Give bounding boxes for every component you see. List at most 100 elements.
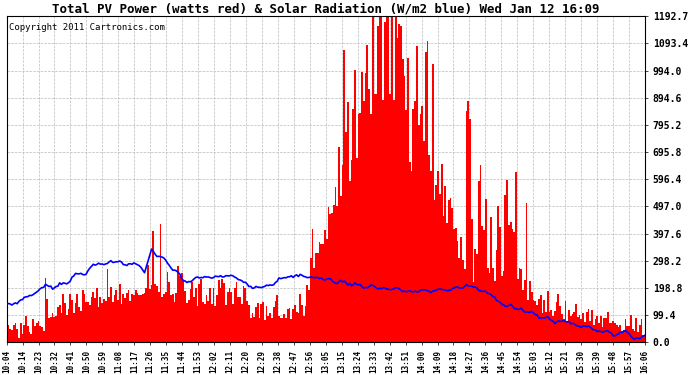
Bar: [59, 305, 61, 342]
Bar: [598, 324, 600, 342]
Bar: [395, 16, 397, 342]
Bar: [407, 58, 409, 342]
Bar: [580, 319, 582, 342]
Bar: [25, 316, 27, 342]
Bar: [520, 268, 522, 342]
Bar: [588, 309, 589, 342]
Bar: [345, 132, 347, 342]
Bar: [168, 282, 170, 342]
Bar: [8, 324, 9, 342]
Bar: [190, 290, 191, 342]
Bar: [50, 316, 52, 342]
Bar: [94, 298, 96, 342]
Bar: [301, 305, 303, 342]
Bar: [474, 249, 476, 342]
Bar: [501, 276, 502, 342]
Bar: [241, 304, 243, 342]
Bar: [420, 114, 422, 342]
Bar: [237, 297, 239, 342]
Bar: [623, 330, 624, 342]
Bar: [561, 314, 563, 342]
Bar: [422, 106, 423, 342]
Bar: [296, 312, 297, 342]
Bar: [191, 282, 193, 342]
Bar: [92, 292, 94, 342]
Bar: [342, 165, 344, 342]
Bar: [423, 141, 425, 342]
Bar: [480, 165, 482, 342]
Bar: [52, 313, 53, 342]
Bar: [216, 295, 218, 342]
Bar: [540, 295, 542, 342]
Bar: [103, 299, 105, 342]
Bar: [124, 298, 126, 342]
Bar: [414, 101, 416, 342]
Bar: [566, 322, 568, 342]
Bar: [344, 50, 345, 342]
Bar: [522, 290, 524, 342]
Bar: [253, 317, 255, 342]
Bar: [413, 109, 414, 342]
Bar: [640, 318, 642, 342]
Bar: [430, 171, 432, 342]
Bar: [202, 302, 204, 342]
Bar: [276, 295, 278, 342]
Bar: [570, 316, 571, 342]
Bar: [627, 326, 628, 342]
Bar: [473, 282, 474, 342]
Bar: [404, 76, 406, 342]
Bar: [133, 295, 135, 342]
Bar: [83, 294, 86, 342]
Bar: [563, 319, 564, 342]
Bar: [560, 306, 561, 342]
Bar: [197, 306, 199, 342]
Bar: [235, 282, 237, 342]
Bar: [6, 328, 8, 342]
Bar: [112, 302, 114, 342]
Bar: [628, 326, 630, 342]
Bar: [453, 229, 455, 342]
Bar: [119, 284, 121, 342]
Bar: [308, 290, 310, 342]
Bar: [23, 325, 25, 342]
Bar: [370, 114, 372, 342]
Bar: [320, 244, 322, 342]
Bar: [144, 293, 146, 342]
Bar: [542, 313, 543, 342]
Bar: [147, 265, 149, 342]
Bar: [243, 286, 244, 342]
Bar: [14, 323, 17, 342]
Bar: [246, 302, 248, 342]
Bar: [77, 294, 78, 342]
Bar: [266, 306, 268, 342]
Bar: [506, 180, 508, 342]
Bar: [172, 294, 174, 342]
Bar: [175, 293, 177, 342]
Bar: [114, 296, 115, 342]
Bar: [37, 321, 39, 342]
Bar: [349, 181, 351, 342]
Bar: [39, 326, 41, 342]
Bar: [115, 290, 117, 342]
Bar: [593, 325, 595, 342]
Bar: [347, 102, 349, 342]
Bar: [535, 301, 536, 342]
Bar: [273, 308, 275, 342]
Bar: [543, 300, 545, 342]
Bar: [577, 317, 579, 342]
Bar: [357, 114, 359, 342]
Bar: [363, 100, 365, 342]
Bar: [275, 300, 276, 342]
Bar: [466, 111, 467, 342]
Bar: [515, 172, 517, 342]
Bar: [637, 332, 639, 342]
Bar: [152, 231, 155, 342]
Bar: [177, 266, 179, 342]
Bar: [306, 285, 308, 342]
Bar: [384, 22, 386, 342]
Bar: [442, 216, 444, 342]
Bar: [195, 288, 197, 342]
Bar: [340, 196, 342, 342]
Bar: [379, 16, 381, 342]
Bar: [55, 316, 57, 342]
